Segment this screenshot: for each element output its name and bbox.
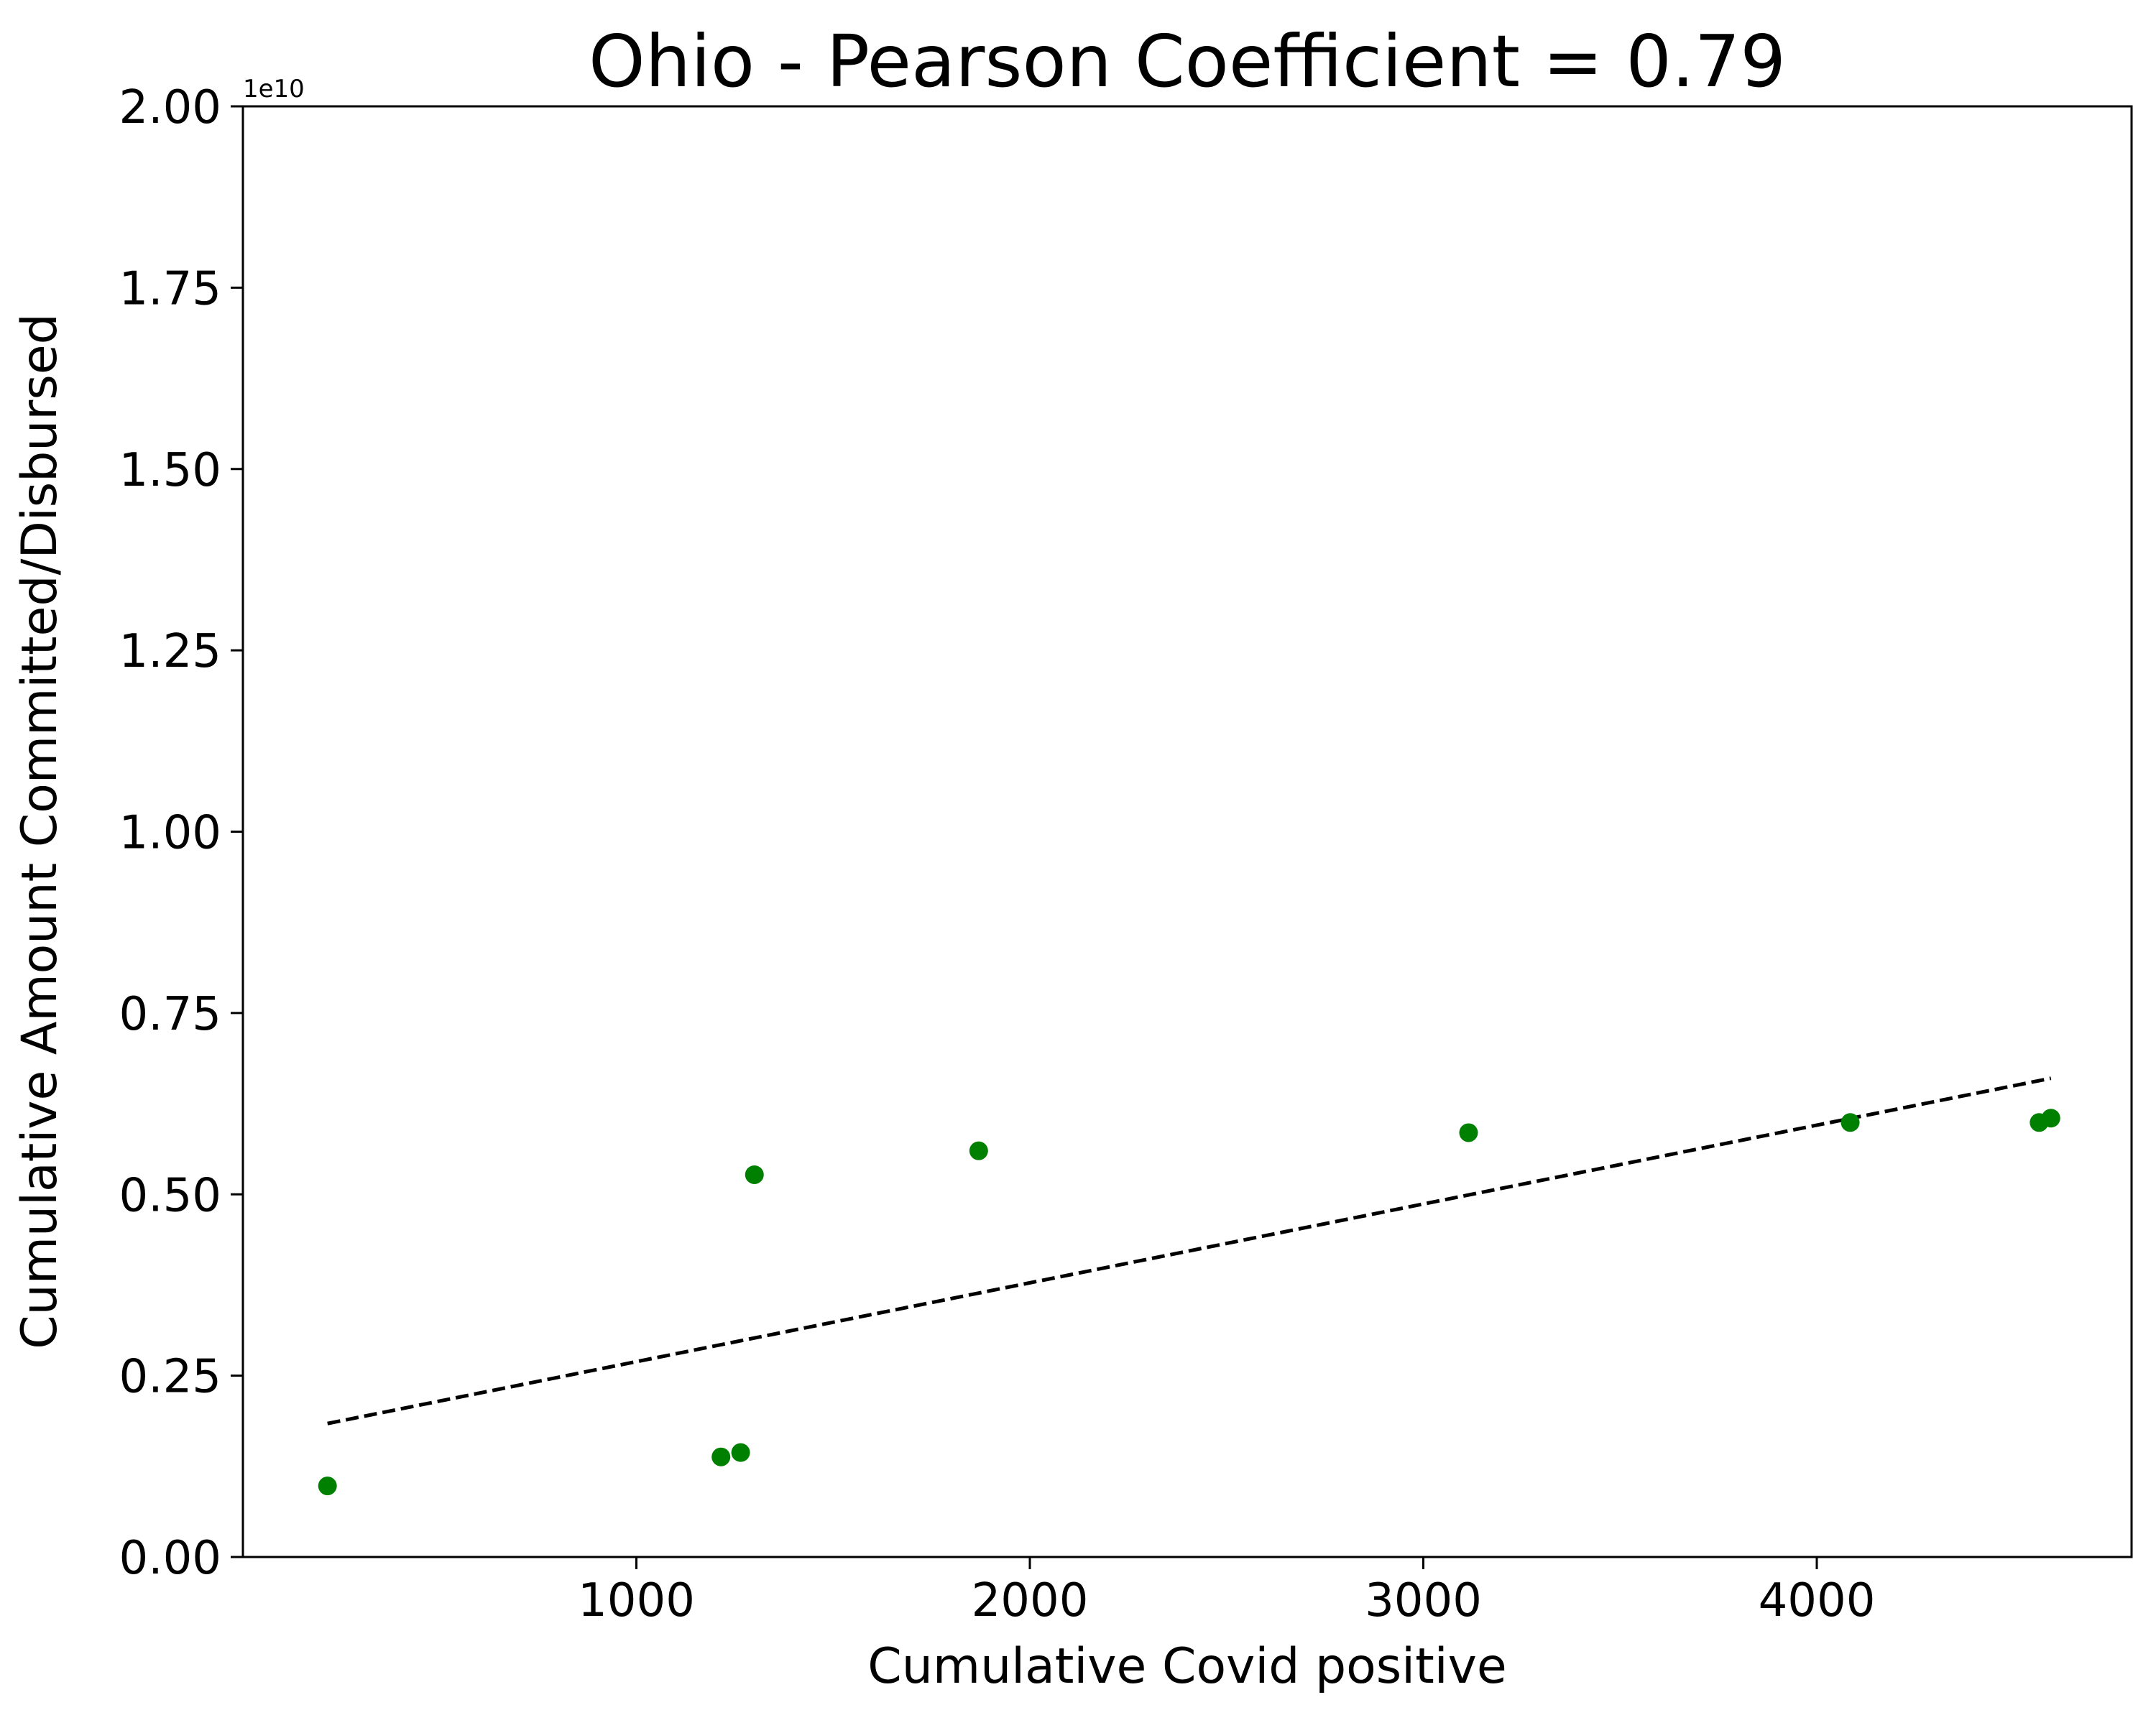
data-point bbox=[318, 1477, 337, 1496]
y-tick-label: 1.00 bbox=[119, 807, 222, 860]
data-point bbox=[1841, 1113, 1860, 1132]
data-point bbox=[731, 1443, 750, 1462]
data-point bbox=[745, 1165, 764, 1184]
data-point bbox=[2041, 1109, 2060, 1128]
y-tick-label: 1.25 bbox=[119, 625, 222, 678]
x-axis-label: Cumulative Covid positive bbox=[867, 1638, 1506, 1695]
y-tick-label: 0.50 bbox=[119, 1169, 222, 1222]
data-point bbox=[711, 1447, 731, 1466]
y-axis-label: Cumulative Amount Committed/Disbursed bbox=[11, 313, 68, 1349]
data-point bbox=[1459, 1123, 1478, 1142]
data-point bbox=[969, 1141, 988, 1160]
x-tick-label: 3000 bbox=[1365, 1574, 1482, 1627]
y-offset-text: 1e10 bbox=[243, 75, 305, 103]
x-tick-label: 2000 bbox=[972, 1574, 1089, 1627]
plot-area: 1000 2000 3000 4000 0.00 0.25 0.50 0.75 1.00 1.25… bbox=[119, 81, 2133, 1627]
x-tick-label: 1000 bbox=[578, 1574, 695, 1627]
trendline bbox=[327, 1076, 2052, 1426]
y-tick-label: 2.00 bbox=[119, 81, 222, 134]
chart-title: Ohio - Pearson Coefficient = 0.79 bbox=[589, 19, 1786, 103]
y-tick-label: 0.00 bbox=[119, 1532, 222, 1585]
y-tick-label: 1.75 bbox=[119, 262, 222, 315]
y-tick-label: 1.50 bbox=[119, 444, 222, 497]
x-tick-label: 4000 bbox=[1759, 1574, 1876, 1627]
y-tick-label: 0.75 bbox=[119, 988, 222, 1041]
y-tick-label: 0.25 bbox=[119, 1351, 222, 1404]
